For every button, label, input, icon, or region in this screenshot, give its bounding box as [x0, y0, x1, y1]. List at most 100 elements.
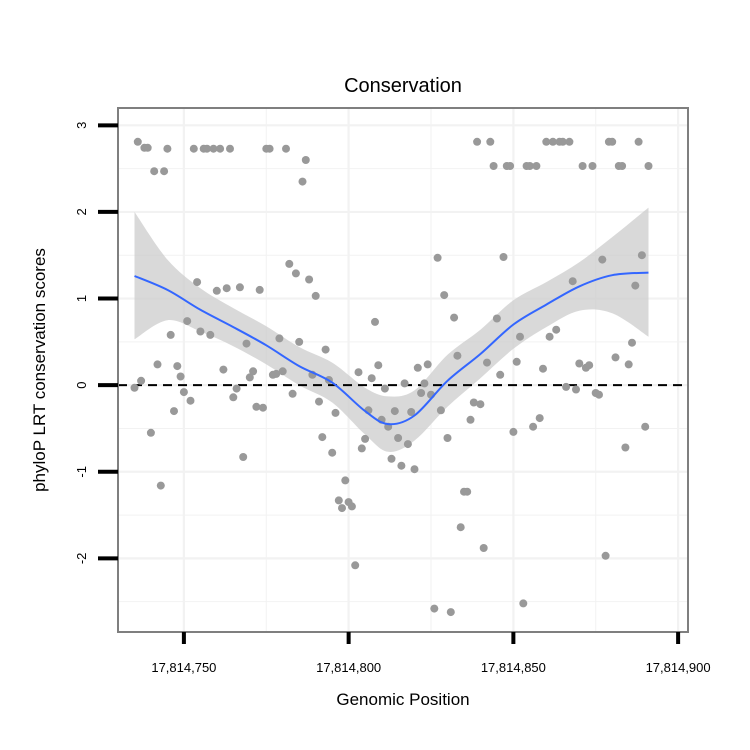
data-point [301, 156, 310, 164]
data-point [611, 353, 620, 362]
data-point [298, 177, 307, 186]
data-point [492, 314, 501, 323]
data-point [146, 428, 155, 437]
data-point [288, 389, 297, 398]
data-point [489, 162, 498, 170]
data-point [212, 286, 221, 295]
data-point [542, 137, 551, 146]
plot-background [118, 108, 688, 632]
data-point [420, 379, 429, 388]
data-point [539, 364, 547, 373]
data-point [473, 137, 482, 146]
data-point [173, 362, 182, 371]
data-point [272, 369, 281, 378]
data-point [456, 523, 465, 532]
data-point [469, 398, 478, 407]
data-point [509, 427, 518, 436]
data-point [423, 360, 432, 369]
x-tick-label: 17,814,850 [481, 660, 546, 675]
data-point [222, 284, 231, 293]
data-point [608, 137, 617, 146]
data-point [588, 162, 597, 170]
y-tick-label: -1 [74, 466, 89, 478]
data-point [512, 357, 521, 366]
data-point [450, 313, 459, 322]
data-point [341, 476, 350, 485]
data-point [216, 144, 225, 153]
data-point [545, 332, 554, 341]
data-point [476, 400, 485, 409]
data-point [193, 278, 202, 287]
data-point [285, 259, 294, 268]
data-point [387, 454, 396, 463]
data-point [206, 330, 215, 339]
data-point [624, 360, 633, 369]
data-point [229, 393, 238, 402]
data-point [176, 372, 185, 381]
data-point [413, 363, 422, 372]
data-point [496, 370, 505, 379]
data-point [466, 415, 475, 424]
data-point [390, 407, 399, 416]
data-point [430, 604, 439, 613]
plot-border [117, 107, 689, 633]
data-point [562, 382, 571, 391]
data-point [275, 334, 284, 343]
data-point [130, 383, 139, 392]
y-tick-label: -2 [74, 553, 89, 565]
data-point [634, 137, 643, 146]
x-axis: 17,814,750 17,814,800 17,814,850 17,814,900 [151, 632, 711, 675]
data-point [334, 496, 343, 505]
y-tick-label: 1 [74, 295, 89, 302]
data-point [436, 406, 445, 415]
data-point [400, 379, 409, 388]
data-point [532, 162, 541, 170]
data-point [572, 385, 580, 394]
data-point [519, 599, 528, 608]
data-point [380, 384, 389, 393]
y-axis-label: phyloP LRT conservation scores [30, 248, 49, 492]
data-point [143, 143, 152, 152]
data-point [525, 162, 534, 170]
data-point [374, 361, 383, 370]
data-point [628, 338, 636, 347]
data-point [209, 144, 218, 153]
data-point [516, 332, 524, 341]
data-point [397, 461, 406, 470]
data-point [371, 317, 379, 326]
data-point [255, 285, 264, 294]
data-point [443, 434, 452, 442]
data-point [265, 144, 274, 153]
data-point [295, 337, 304, 346]
data-point [189, 144, 198, 153]
data-point [357, 444, 366, 453]
data-point [578, 162, 587, 170]
data-point [186, 396, 195, 405]
data-point [338, 504, 346, 513]
y-tick-label: 2 [74, 208, 89, 215]
data-point [249, 367, 258, 376]
data-point [226, 144, 234, 153]
data-point [328, 448, 337, 457]
x-axis-label: Genomic Position [336, 690, 469, 709]
smooth-trend-line [134, 271, 649, 426]
data-point [183, 317, 192, 326]
data-point [403, 440, 412, 449]
data-point [311, 291, 320, 300]
data-point [282, 144, 290, 153]
data-point [361, 434, 370, 443]
data-point [506, 162, 515, 170]
data-point [318, 433, 327, 442]
data-point [585, 361, 594, 370]
data-point [305, 275, 314, 284]
data-point [595, 390, 603, 399]
data-point [315, 397, 323, 406]
data-point [499, 253, 508, 261]
data-point [347, 502, 356, 511]
data-point [153, 360, 162, 369]
data-point [133, 137, 142, 146]
x-tick-label: 17,814,750 [151, 660, 216, 675]
data-point [196, 327, 205, 336]
